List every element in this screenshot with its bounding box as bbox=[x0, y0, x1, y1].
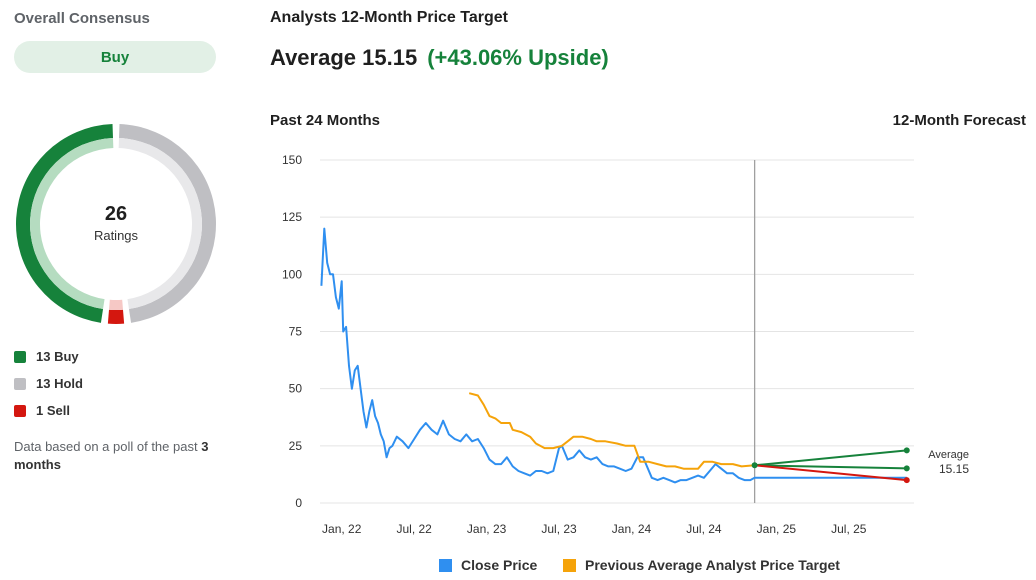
donut-hold-inner-ring bbox=[118, 138, 202, 310]
past-period-label: Past 24 Months bbox=[270, 112, 381, 129]
average-target-value: Average 15.15 bbox=[270, 45, 418, 70]
series-high bbox=[754, 449, 907, 467]
legend-buy: 13 Buy bbox=[14, 349, 79, 364]
y-tick-label: 0 bbox=[295, 496, 302, 510]
ratings-donut bbox=[16, 124, 216, 324]
y-tick-label: 50 bbox=[289, 382, 303, 396]
forecast-low-dot bbox=[903, 477, 910, 484]
legend-sell: 1 Sell bbox=[14, 403, 70, 418]
legend-sell-label: 1 Sell bbox=[36, 403, 70, 418]
series-close bbox=[320, 227, 907, 484]
previous-target-swatch bbox=[563, 558, 576, 572]
x-tick-label: Jan, 23 bbox=[467, 522, 507, 536]
legend-previous-target[interactable]: Previous Average Analyst Price Target bbox=[563, 557, 840, 573]
forecast-start-dot bbox=[751, 462, 758, 469]
forecast-period-label: 12-Month Forecast bbox=[892, 112, 1026, 129]
donut-sell-inner-ring bbox=[109, 299, 123, 310]
poll-note-period: 3 months bbox=[14, 439, 209, 472]
hold-swatch bbox=[14, 377, 26, 390]
sell-swatch bbox=[14, 404, 26, 417]
poll-note: Data based on a poll of the past 3 month… bbox=[14, 438, 214, 474]
close-price-swatch bbox=[439, 558, 452, 572]
donut-hold-segment bbox=[119, 124, 216, 323]
forecast-average-value: 15.15 bbox=[939, 462, 969, 476]
legend-buy-label: 13 Buy bbox=[36, 349, 79, 364]
ratings-total-label: Ratings bbox=[93, 228, 139, 243]
legend-hold: 13 Hold bbox=[14, 376, 83, 391]
consensus-heading: Overall Consensus bbox=[14, 10, 150, 27]
x-tick-label: Jul, 22 bbox=[396, 522, 432, 536]
y-tick-label: 25 bbox=[289, 439, 303, 453]
legend-close-price-label: Close Price bbox=[461, 557, 538, 573]
series-low bbox=[754, 464, 907, 482]
forecast-average-dot bbox=[903, 465, 910, 472]
upside-value: (+43.06% Upside) bbox=[427, 45, 609, 70]
donut-sell-segment bbox=[107, 309, 125, 324]
x-tick-label: Jan, 25 bbox=[757, 522, 797, 536]
average-target: Average 15.15 (+43.06% Upside) bbox=[270, 45, 609, 71]
legend-close-price[interactable]: Close Price bbox=[439, 557, 537, 573]
buy-swatch bbox=[14, 350, 26, 363]
x-tick-label: Jan, 22 bbox=[322, 522, 362, 536]
price-target-heading: Analysts 12-Month Price Target bbox=[270, 9, 508, 26]
donut-buy-inner-ring bbox=[30, 138, 114, 310]
y-tick-label: 100 bbox=[282, 267, 302, 281]
consensus-rating-badge: Buy bbox=[14, 41, 216, 73]
y-tick-label: 125 bbox=[282, 210, 302, 224]
y-tick-label: 150 bbox=[282, 153, 302, 167]
y-tick-label: 75 bbox=[289, 325, 303, 339]
poll-note-text: Data based on a poll of the past bbox=[14, 439, 202, 454]
x-tick-label: Jul, 24 bbox=[686, 522, 722, 536]
x-tick-label: Jul, 23 bbox=[541, 522, 577, 536]
forecast-high-dot bbox=[903, 447, 910, 454]
x-tick-label: Jul, 25 bbox=[831, 522, 867, 536]
forecast-average-label: Average bbox=[928, 449, 969, 461]
legend-hold-label: 13 Hold bbox=[36, 376, 83, 391]
donut-buy-segment bbox=[16, 124, 113, 323]
x-tick-label: Jan, 24 bbox=[612, 522, 652, 536]
series-previous-target bbox=[468, 392, 755, 470]
ratings-total: 26 bbox=[104, 203, 128, 225]
legend-previous-target-label: Previous Average Analyst Price Target bbox=[585, 557, 840, 573]
series-average bbox=[754, 464, 907, 470]
